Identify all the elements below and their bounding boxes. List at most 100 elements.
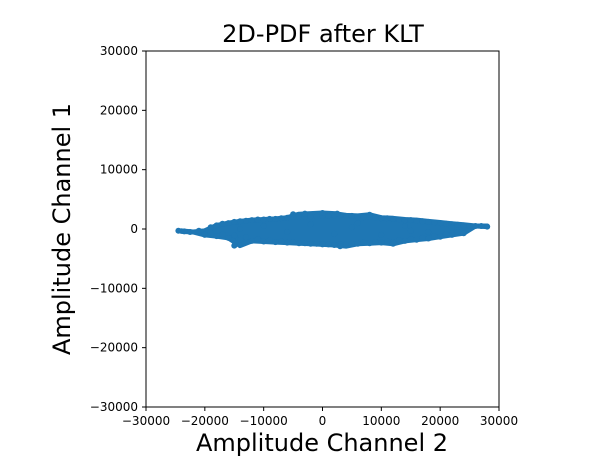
data-point [219, 231, 226, 238]
data-point [472, 223, 479, 229]
data-point [307, 221, 314, 228]
data-point [237, 226, 244, 232]
data-point [225, 220, 232, 227]
data-point [296, 214, 302, 221]
data-point [325, 241, 332, 248]
chart-title: 2D-PDF after KLT [222, 20, 424, 48]
data-point [484, 223, 491, 230]
data-point [301, 240, 308, 247]
data-point [396, 216, 402, 223]
data-point [296, 240, 302, 247]
data-point [384, 215, 391, 222]
data-point [378, 231, 385, 238]
data-point [396, 237, 402, 244]
x-axis-label: Amplitude Channel 2 [196, 429, 448, 457]
data-point [354, 213, 361, 220]
data-point [413, 217, 420, 224]
data-point [237, 236, 244, 243]
data-point [448, 224, 455, 231]
data-point [301, 210, 308, 217]
y-tick-label: 20000 [100, 103, 138, 117]
data-point [254, 216, 261, 223]
x-tick-label: 10000 [362, 414, 400, 428]
data-point [319, 241, 326, 248]
data-point [378, 215, 385, 222]
data-point [278, 215, 285, 222]
data-point [181, 228, 188, 235]
x-tick-label: −30000 [122, 414, 170, 428]
data-point [187, 229, 194, 235]
x-tick-label: 0 [319, 414, 327, 428]
data-point [272, 215, 279, 222]
data-point [407, 217, 414, 224]
data-point [454, 229, 461, 235]
data-point [260, 216, 267, 223]
data-point [437, 220, 444, 227]
data-point [466, 223, 473, 229]
data-point [401, 217, 408, 224]
data-point [460, 222, 467, 229]
data-point [207, 229, 214, 236]
data-point [378, 239, 385, 246]
x-tick-label: −20000 [181, 414, 229, 428]
data-point [448, 231, 455, 238]
data-point [401, 223, 408, 229]
data-point [231, 242, 238, 249]
data-point [401, 237, 408, 244]
data-point [225, 234, 232, 241]
data-point [343, 212, 349, 219]
data-point [443, 220, 450, 227]
data-point [331, 230, 338, 237]
data-point [260, 223, 267, 229]
data-point [419, 234, 426, 241]
data-point [325, 212, 332, 219]
data-point [219, 220, 226, 227]
data-point [419, 218, 426, 225]
data-point [207, 224, 214, 231]
data-point [243, 234, 249, 241]
data-point [478, 223, 485, 229]
data-point [319, 210, 326, 216]
data-point [431, 219, 438, 226]
data-point [384, 238, 391, 245]
data-point [266, 237, 273, 244]
data-point [431, 233, 438, 240]
data-point [231, 232, 238, 239]
data-point [254, 236, 261, 243]
data-point [425, 235, 432, 242]
data-point [290, 239, 297, 246]
y-tick-label: −10000 [90, 281, 138, 295]
data-point [284, 239, 291, 246]
y-tick-label: 10000 [100, 163, 138, 177]
plot-area-frame [145, 50, 500, 408]
data-point [278, 238, 285, 245]
data-point [337, 243, 344, 250]
data-point [425, 218, 432, 225]
y-axis-label: Amplitude Channel 1 [48, 103, 76, 355]
data-point [272, 239, 279, 246]
data-point [213, 233, 220, 240]
data-point [334, 210, 341, 217]
y-tick-label: −20000 [90, 341, 138, 355]
data-point [454, 221, 461, 228]
data-point [372, 239, 379, 246]
data-point [290, 211, 297, 218]
data-point [201, 231, 208, 238]
data-point [260, 238, 267, 245]
data-point [231, 218, 238, 225]
data-point [390, 240, 397, 247]
data-point [348, 224, 355, 231]
axis-ticks: −30000 −20000 −10000 0 10000 20000 30000 −30000… [90, 44, 518, 428]
data-point [248, 237, 255, 244]
data-point [413, 236, 420, 243]
data-point [213, 222, 220, 229]
data-point [354, 240, 361, 247]
data-point [460, 230, 467, 237]
data-point [237, 218, 244, 225]
x-tick-label: 30000 [480, 414, 518, 428]
data-point [307, 240, 314, 247]
data-point [284, 229, 291, 235]
data-point [331, 242, 338, 248]
y-tick-label: 0 [130, 222, 138, 236]
